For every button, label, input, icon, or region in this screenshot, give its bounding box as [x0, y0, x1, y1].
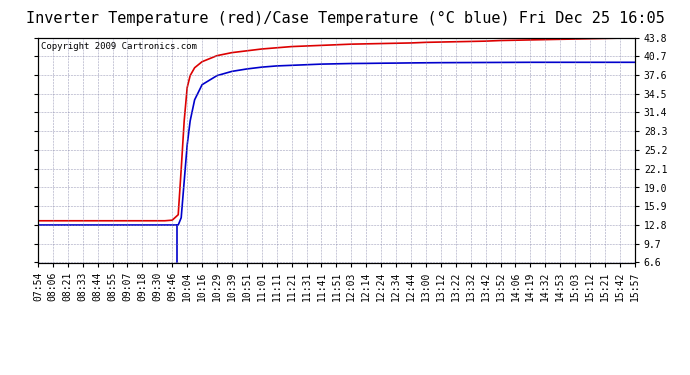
Text: Inverter Temperature (red)/Case Temperature (°C blue) Fri Dec 25 16:05: Inverter Temperature (red)/Case Temperat…: [26, 11, 664, 26]
Text: Copyright 2009 Cartronics.com: Copyright 2009 Cartronics.com: [41, 42, 197, 51]
